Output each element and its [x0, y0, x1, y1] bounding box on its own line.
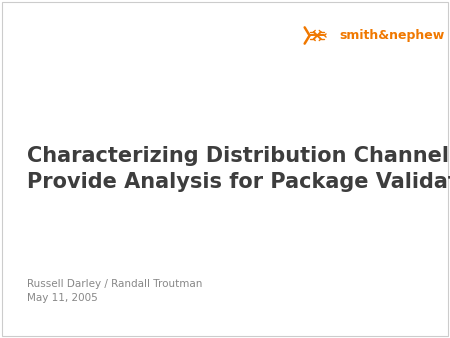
Text: smith&nephew: smith&nephew	[340, 29, 445, 42]
Text: Characterizing Distribution Channels to
Provide Analysis for Package Validations: Characterizing Distribution Channels to …	[27, 146, 450, 192]
Text: Russell Darley / Randall Troutman
May 11, 2005: Russell Darley / Randall Troutman May 11…	[27, 279, 202, 303]
